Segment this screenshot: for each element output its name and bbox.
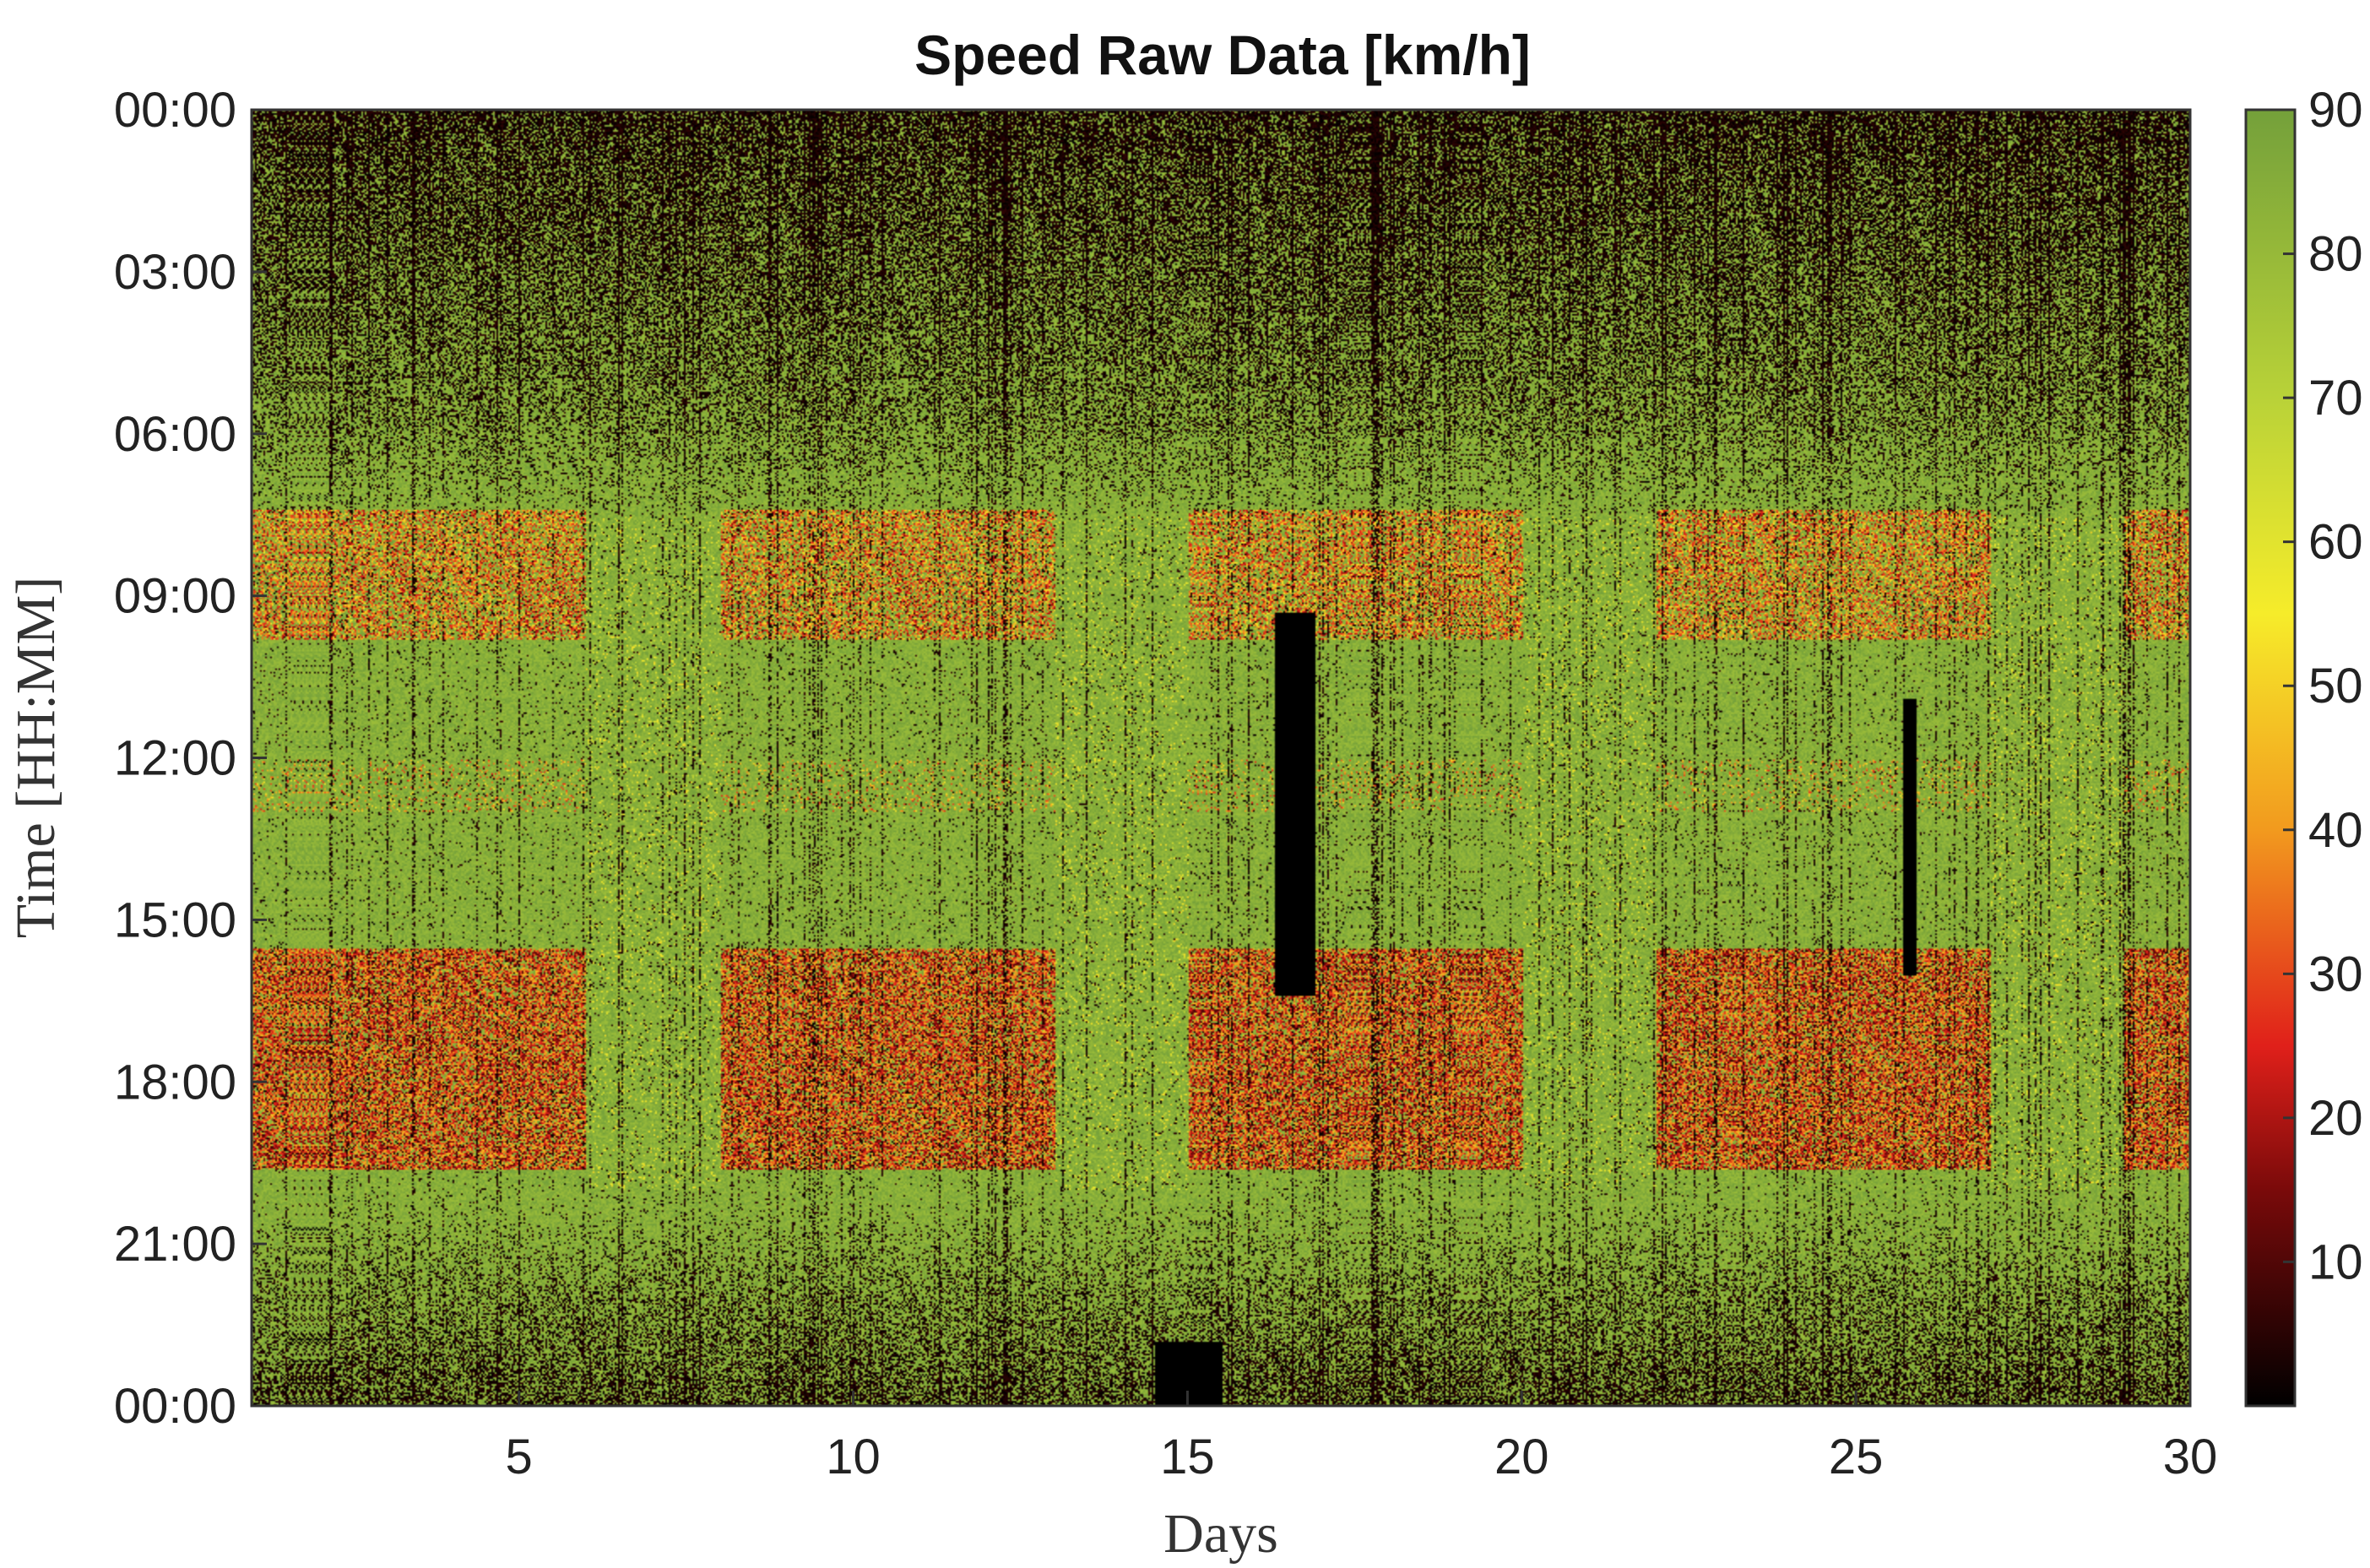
x-tick-label: 25 <box>1829 1430 1884 1484</box>
colorbar-tick-label: 50 <box>2308 659 2363 713</box>
x-tick-label: 15 <box>1160 1430 1215 1484</box>
colorbar-tick-label: 90 <box>2308 83 2363 138</box>
colorbar-tick-label: 70 <box>2308 371 2363 426</box>
y-tick-label: 00:00 <box>114 83 236 138</box>
heatmap-area <box>250 108 2192 1408</box>
colorbar-tick-label: 60 <box>2308 515 2363 570</box>
colorbar-tick-label: 10 <box>2308 1234 2363 1289</box>
x-axis: 5 10 15 20 25 30 <box>506 1391 2218 1484</box>
y-tick-label: 06:00 <box>114 407 236 462</box>
x-tick-label: 20 <box>1494 1430 1549 1484</box>
chart-title: Speed Raw Data [km/h] <box>914 24 1531 86</box>
heatmap-image <box>252 110 2190 1406</box>
y-tick-label: 12:00 <box>114 731 236 786</box>
y-tick-label: 09:00 <box>114 569 236 624</box>
y-tick-label: 03:00 <box>114 245 236 300</box>
x-tick-label: 30 <box>2163 1430 2218 1484</box>
x-axis-label: Days <box>1163 1503 1278 1564</box>
y-tick-label: 18:00 <box>114 1055 236 1110</box>
colorbar-tick-label: 80 <box>2308 227 2363 282</box>
y-tick-label: 21:00 <box>114 1217 236 1272</box>
y-tick-label: 00:00 <box>114 1379 236 1434</box>
x-tick-label: 5 <box>506 1430 533 1484</box>
colorbar: 10 20 30 40 50 60 70 80 90 <box>2244 83 2363 1408</box>
y-tick-label: 15:00 <box>114 893 236 947</box>
colorbar-ticks: 10 20 30 40 50 60 70 80 90 <box>2283 83 2363 1289</box>
y-axis: 00:00 03:00 06:00 09:00 12:00 15:00 18:00 21:00… <box>114 83 267 1434</box>
colorbar-tick-label: 30 <box>2308 947 2363 1001</box>
colorbar-tick-label: 40 <box>2308 803 2363 858</box>
colorbar-gradient <box>2244 108 2297 1408</box>
x-tick-label: 10 <box>826 1430 881 1484</box>
colorbar-tick-label: 20 <box>2308 1091 2363 1146</box>
y-axis-label: Time [HH:MM] <box>5 577 67 938</box>
